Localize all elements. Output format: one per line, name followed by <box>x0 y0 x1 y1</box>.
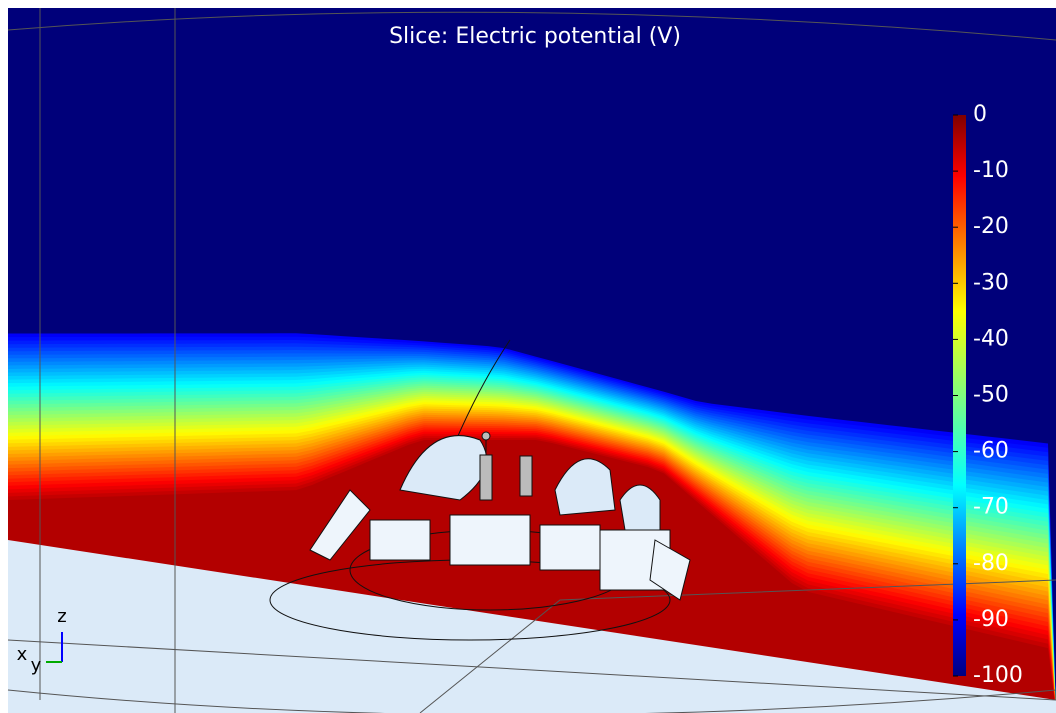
colorbar-tick-label: -10 <box>973 158 1009 183</box>
colorbar <box>953 115 966 676</box>
axis-label-y: y <box>31 655 42 676</box>
colorbar-tick-label: -50 <box>973 383 1009 408</box>
colorbar-tick-label: -40 <box>973 326 1009 351</box>
colorbar-tick-label: -100 <box>973 663 1023 688</box>
colorbar-tick-label: -80 <box>973 551 1009 576</box>
colorbar-tick-label: -90 <box>973 607 1009 632</box>
plot-title: Slice: Electric potential (V) <box>389 24 681 49</box>
axis-triad: z x y <box>17 606 67 676</box>
colorbar-tick-label: -70 <box>973 495 1009 520</box>
axis-label-x: x <box>17 644 28 665</box>
floor <box>8 540 1056 713</box>
colorbar-ticks: 0 -10 -20 -30 -40 -50 -60 -70 -80 -90 -100 <box>953 102 1023 688</box>
colorbar-tick-label: -60 <box>973 439 1009 464</box>
axis-label-z: z <box>57 606 66 627</box>
colorbar-tick-label: 0 <box>973 102 987 127</box>
wireframe-grid <box>7 8 1056 713</box>
device-wireframe <box>269 339 691 641</box>
colorbar-tick-label: -30 <box>973 270 1009 295</box>
colorbar-tick-label: -20 <box>973 214 1009 239</box>
